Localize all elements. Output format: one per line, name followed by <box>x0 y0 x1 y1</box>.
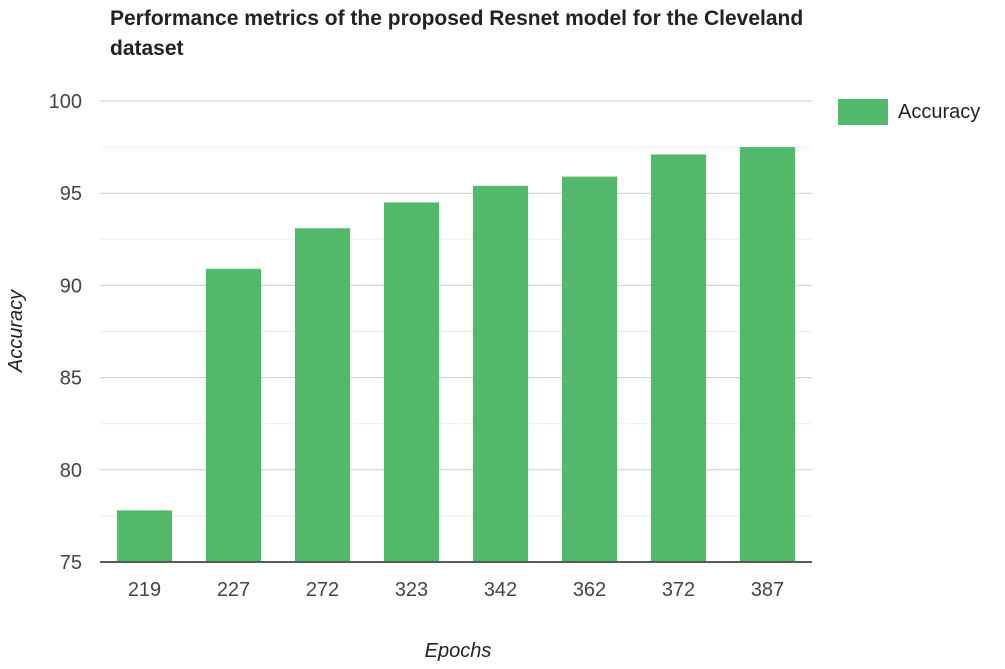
x-tick-label: 219 <box>128 579 161 601</box>
x-axis-title: Epochs <box>425 640 492 662</box>
x-tick-label: 272 <box>306 579 339 601</box>
x-tick-label: 362 <box>573 579 606 601</box>
bar-342 <box>472 185 529 562</box>
bar-323 <box>383 202 440 563</box>
y-tick-label: 75 <box>60 552 82 574</box>
y-axis-ticks: 75 80 85 90 95 100 <box>49 91 82 574</box>
bar-219 <box>116 510 173 562</box>
x-tick-label: 342 <box>484 579 517 601</box>
legend-label: Accuracy <box>898 101 980 123</box>
bar-272 <box>294 228 351 562</box>
legend-swatch <box>838 99 888 125</box>
legend: Accuracy <box>838 99 980 125</box>
x-tick-label: 372 <box>662 579 695 601</box>
y-tick-label: 80 <box>60 460 82 482</box>
y-tick-label: 95 <box>60 183 82 205</box>
y-axis-title: Accuracy <box>5 289 27 373</box>
bars <box>100 147 812 563</box>
y-tick-label: 100 <box>49 91 82 113</box>
x-axis-ticks: 219 227 272 323 342 362 372 387 <box>128 579 784 601</box>
bar-362 <box>561 176 618 562</box>
x-tick-label: 227 <box>217 579 250 601</box>
x-tick-label: 323 <box>395 579 428 601</box>
x-tick-label: 387 <box>751 579 784 601</box>
chart-title: Performance metrics of the proposed Resn… <box>110 7 804 60</box>
bar-387 <box>739 147 796 562</box>
y-tick-label: 90 <box>60 275 82 297</box>
bar-227 <box>205 268 262 562</box>
y-tick-label: 85 <box>60 368 82 390</box>
bar-372 <box>650 154 707 562</box>
